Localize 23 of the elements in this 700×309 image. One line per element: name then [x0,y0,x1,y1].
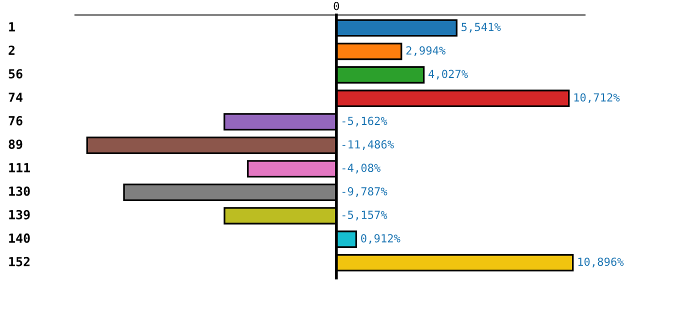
y-tick-label: 89 [8,140,22,150]
y-tick-label: 74 [8,92,22,102]
y-tick-label: 152 [9,256,30,266]
y-tick-label: 1 [9,22,15,32]
data-label: 2,994% [406,46,446,56]
y-tick-label: 139 [9,210,30,220]
data-label: 5,541% [462,22,501,33]
data-label: 0,912% [361,234,400,244]
y-tick-label: 56 [8,69,22,79]
y-tick-label: 140 [9,233,30,243]
data-label: -9,787% [342,187,388,197]
data-label: -4,08% [342,164,381,174]
y-tick-label: 76 [8,116,22,126]
data-label: 10,712% [574,93,620,104]
data-label: -11,486% [342,140,394,150]
data-label: -5,157% [342,210,388,220]
data-label: 10,896% [578,258,624,268]
y-tick-label: 111 [9,163,30,172]
text: 0 [334,2,340,10]
data-label: 4,027% [428,70,468,80]
y-tick-label: 130 [9,186,30,196]
data-label: -5,162% [342,116,388,126]
y-tick-label: 2 [8,46,14,55]
